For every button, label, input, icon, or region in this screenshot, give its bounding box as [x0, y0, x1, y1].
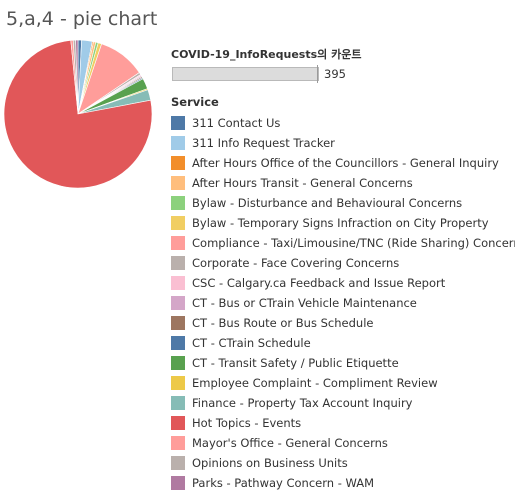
legend-swatch	[171, 196, 185, 210]
chart-title: 5,a,4 - pie chart	[6, 8, 158, 30]
legend-label: Parks - Pathway Concern - WAM	[192, 476, 375, 490]
legend-swatch	[171, 436, 185, 450]
size-legend: COVID-19_InfoRequests의 카운트 395	[171, 46, 361, 83]
legend-item[interactable]: Compliance - Taxi/Limousine/TNC (Ride Sh…	[171, 233, 515, 253]
legend-swatch	[171, 116, 185, 130]
legend-swatch	[171, 416, 185, 430]
size-legend-title: COVID-19_InfoRequests의 카운트	[171, 48, 362, 61]
size-legend-row: 395	[171, 65, 361, 83]
legend-label: Compliance - Taxi/Limousine/TNC (Ride Sh…	[192, 236, 515, 250]
legend-item[interactable]: CT - Bus or CTrain Vehicle Maintenance	[171, 293, 515, 313]
legend-swatch	[171, 216, 185, 230]
legend-item[interactable]: After Hours Office of the Councillors - …	[171, 153, 515, 173]
legend-swatch	[171, 296, 185, 310]
legend-label: CSC - Calgary.ca Feedback and Issue Repo…	[192, 276, 446, 290]
legend-swatch	[171, 236, 185, 250]
legend-label: Hot Topics - Events	[192, 416, 302, 430]
legend-label: Mayor's Office - General Concerns	[192, 436, 388, 450]
legend-swatch	[171, 456, 185, 470]
pie-slice[interactable]	[75, 39, 79, 115]
legend-swatch	[171, 316, 185, 330]
legend-item[interactable]: CT - CTrain Schedule	[171, 333, 515, 353]
legend-item[interactable]: CT - Bus Route or Bus Schedule	[171, 313, 515, 333]
pie-chart[interactable]	[0, 36, 165, 201]
legend-swatch	[171, 136, 185, 150]
legend-title: Service	[171, 95, 219, 109]
legend-item[interactable]: CT - Transit Safety / Public Etiquette	[171, 353, 515, 373]
legend-label: 311 Contact Us	[192, 116, 281, 130]
legend-item[interactable]: After Hours Transit - General Concerns	[171, 173, 515, 193]
legend-label: Bylaw - Temporary Signs Infraction on Ci…	[192, 216, 489, 230]
legend-item[interactable]: Parks - Pathway Concern - WAM	[171, 473, 515, 493]
legend-swatch	[171, 376, 185, 390]
legend-swatch	[171, 476, 185, 490]
legend-item[interactable]: Employee Complaint - Compliment Review	[171, 373, 515, 393]
legend-item[interactable]: Mayor's Office - General Concerns	[171, 433, 515, 453]
legend-item[interactable]: Bylaw - Disturbance and Behavioural Conc…	[171, 193, 515, 213]
color-legend: Service 311 Contact Us 311 Info Request T…	[171, 95, 515, 493]
legend-item[interactable]: 311 Info Request Tracker	[171, 133, 515, 153]
legend-label: Bylaw - Disturbance and Behavioural Conc…	[192, 196, 463, 210]
legend-swatch	[171, 276, 185, 290]
legend-item[interactable]: Hot Topics - Events	[171, 413, 515, 433]
size-legend-value: 395	[324, 67, 346, 81]
legend-swatch	[171, 336, 185, 350]
legend-label: CT - Bus or CTrain Vehicle Maintenance	[192, 296, 417, 310]
legend-item[interactable]: Finance - Property Tax Account Inquiry	[171, 393, 515, 413]
size-legend-marker	[317, 65, 318, 83]
legend-label: After Hours Office of the Councillors - …	[192, 156, 499, 170]
legend-label: 311 Info Request Tracker	[192, 136, 335, 150]
size-legend-bar	[172, 67, 319, 81]
legend-item[interactable]: Corporate - Face Covering Concerns	[171, 253, 515, 273]
legend-items: 311 Contact Us 311 Info Request Tracker Af…	[171, 113, 515, 493]
legend-item[interactable]: 311 Contact Us	[171, 113, 515, 133]
legend-swatch	[171, 256, 185, 270]
legend-item[interactable]: CSC - Calgary.ca Feedback and Issue Repo…	[171, 273, 515, 293]
legend-item[interactable]: Bylaw - Temporary Signs Infraction on Ci…	[171, 213, 515, 233]
legend-swatch	[171, 176, 185, 190]
legend-label: CT - Bus Route or Bus Schedule	[192, 316, 374, 330]
legend-swatch	[171, 396, 185, 410]
legend-label: CT - Transit Safety / Public Etiquette	[192, 356, 399, 370]
legend-label: Opinions on Business Units	[192, 456, 348, 470]
legend-item[interactable]: Opinions on Business Units	[171, 453, 515, 473]
legend-label: Finance - Property Tax Account Inquiry	[192, 396, 413, 410]
legend-label: After Hours Transit - General Concerns	[192, 176, 413, 190]
legend-label: CT - CTrain Schedule	[192, 336, 311, 350]
legend-label: Employee Complaint - Compliment Review	[192, 376, 438, 390]
legend-swatch	[171, 356, 185, 370]
legend-swatch	[171, 156, 185, 170]
legend-label: Corporate - Face Covering Concerns	[192, 256, 400, 270]
pie-slice[interactable]	[3, 40, 153, 189]
